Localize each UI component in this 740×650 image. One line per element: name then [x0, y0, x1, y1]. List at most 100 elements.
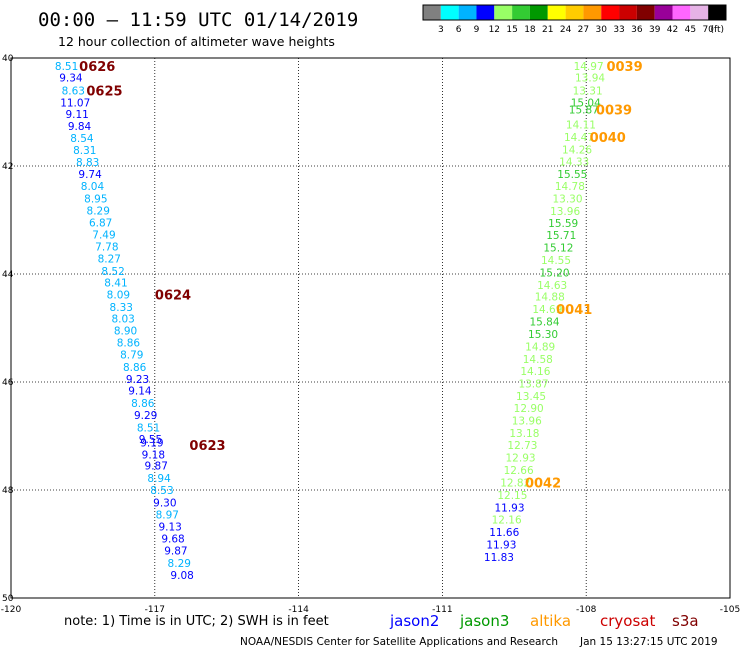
- pass-annotations: 0626 0625 0624 0623 0039 0039 0040 0041 0042: [79, 60, 642, 491]
- wave-height-label: 8.83: [76, 157, 99, 169]
- wave-height-label: 9.55: [139, 434, 162, 446]
- wave-height-label: 15.30: [528, 329, 558, 341]
- colorbar-label: 30: [596, 25, 608, 35]
- wave-height-label: 6.87: [89, 218, 112, 230]
- colorbar-label: 36: [631, 25, 643, 35]
- wave-height-label: 13.87: [518, 379, 548, 391]
- wave-height-label: 15.04: [571, 97, 601, 109]
- wave-height-label: 13.18: [509, 428, 539, 440]
- wave-height-label: 13.45: [516, 391, 546, 403]
- legend-entry: s3a: [672, 612, 699, 630]
- wave-height-label: 8.04: [81, 181, 105, 193]
- wave-height-label: 9.19: [140, 437, 163, 449]
- wave-height-label: 12.73: [507, 440, 537, 452]
- colorbar-unit: (ft): [710, 25, 724, 35]
- colorbar-label: 12: [489, 25, 500, 35]
- wave-height-label: 8.95: [84, 193, 107, 205]
- wave-height-label: 15.87: [569, 104, 599, 116]
- wave-height-label: 12.90: [514, 403, 544, 415]
- y-tick-label: 50: [2, 594, 14, 604]
- wave-height-label: 9.68: [161, 534, 184, 546]
- colorbar-swatch: [672, 5, 691, 20]
- pass-id-label: 0042: [525, 476, 561, 491]
- wave-height-label: 8.29: [87, 205, 110, 217]
- wave-height-label: 9.14: [128, 386, 152, 398]
- x-tick-label: -108: [576, 605, 597, 615]
- colorbar-swatch: [529, 5, 548, 20]
- wave-height-label: 9.84: [68, 121, 92, 133]
- colorbar-swatch: [654, 5, 673, 20]
- wave-height-label: 9.29: [134, 410, 157, 422]
- pass-id-label: 0039: [606, 60, 642, 75]
- wave-height-label: 9.30: [153, 497, 176, 509]
- pass-id-label: 0626: [79, 60, 115, 75]
- colorbar-label: 39: [649, 25, 661, 35]
- colorbar-label: 15: [506, 25, 517, 35]
- colorbar-swatch: [440, 5, 459, 20]
- colorbar-label: 18: [524, 25, 536, 35]
- wave-height-label: 15.12: [543, 243, 573, 255]
- colorbar-swatch: [458, 5, 477, 20]
- x-tick-label: -114: [288, 605, 309, 615]
- colorbar-swatch: [512, 5, 530, 20]
- y-tick-label: 42: [2, 162, 13, 172]
- wave-height-label: 14.78: [555, 181, 585, 193]
- colorbar: 3 6 9 12 15 18 21 24 27 30 33 36 39 42 45 70(ft): [422, 4, 727, 35]
- wave-height-label: 8.86: [131, 398, 155, 410]
- colorbar-border: [422, 4, 727, 21]
- wave-height-label: 8.54: [70, 133, 94, 145]
- wave-height-label: 8.41: [104, 278, 127, 290]
- wave-height-label: 7.78: [95, 241, 118, 253]
- wave-height-label: 11.93: [494, 502, 524, 514]
- wave-height-label: 8.33: [110, 302, 133, 314]
- legend-entry: jason3: [459, 612, 509, 630]
- wave-height-label: 14.11: [566, 119, 596, 131]
- wave-height-label: 8.90: [114, 326, 137, 338]
- pass-id-label: 0625: [86, 84, 122, 99]
- wave-height-label: 8.03: [111, 313, 134, 325]
- plot-frame: [10, 57, 731, 599]
- wave-height-label: 8.94: [147, 473, 171, 485]
- wave-height-label: 14.58: [523, 354, 553, 366]
- colorbar-label: 24: [560, 25, 572, 35]
- x-tick-label: -120: [1, 605, 22, 615]
- wave-height-label: 14.47: [564, 132, 594, 144]
- colorbar-label: 6: [456, 25, 462, 35]
- grid: [11, 58, 730, 598]
- pass-id-label: 0040: [590, 131, 626, 146]
- wave-height-label: 15.84: [529, 317, 559, 329]
- wave-height-label: 14.55: [541, 255, 571, 267]
- colorbar-label: 42: [667, 25, 678, 35]
- wave-height-label: 9.13: [158, 522, 181, 534]
- wave-height-label: 8.63: [62, 85, 85, 97]
- wave-height-label: 9.18: [142, 449, 165, 461]
- wave-height-label: 8.79: [120, 349, 143, 361]
- wave-height-label: 8.86: [123, 362, 147, 374]
- pass-id-label: 0039: [596, 103, 632, 118]
- wave-height-label: 12.15: [497, 490, 527, 502]
- wave-height-label: 14.26: [562, 144, 592, 156]
- colorbar-label: 21: [542, 25, 553, 35]
- wave-height-label: 15.55: [557, 169, 587, 181]
- legend-entry: cryosat: [600, 612, 655, 630]
- x-tick-label: -105: [720, 605, 740, 615]
- x-tick-label: -111: [432, 605, 452, 615]
- y-tick-label: 40: [2, 54, 14, 64]
- colorbar-swatch: [494, 5, 513, 20]
- credit-text: NOAA/NESDIS Center for Satellite Applica…: [240, 636, 558, 648]
- colorbar-label: 9: [474, 25, 480, 35]
- y-tick-label: 44: [2, 270, 14, 280]
- wave-height-label: 13.96: [550, 206, 580, 218]
- colorbar-swatch: [690, 5, 709, 20]
- colorbar-label: 70: [702, 25, 714, 35]
- colorbar-swatch: [708, 5, 726, 20]
- wave-height-label: 8.27: [98, 253, 121, 265]
- colorbar-label: 45: [685, 25, 696, 35]
- wave-height-label: 14.89: [525, 341, 555, 353]
- wave-height-label: 12.66: [504, 465, 534, 477]
- wave-height-label: 7.49: [92, 230, 115, 242]
- wave-height-label: 8.09: [107, 290, 130, 302]
- colorbar-label: 3: [438, 25, 444, 35]
